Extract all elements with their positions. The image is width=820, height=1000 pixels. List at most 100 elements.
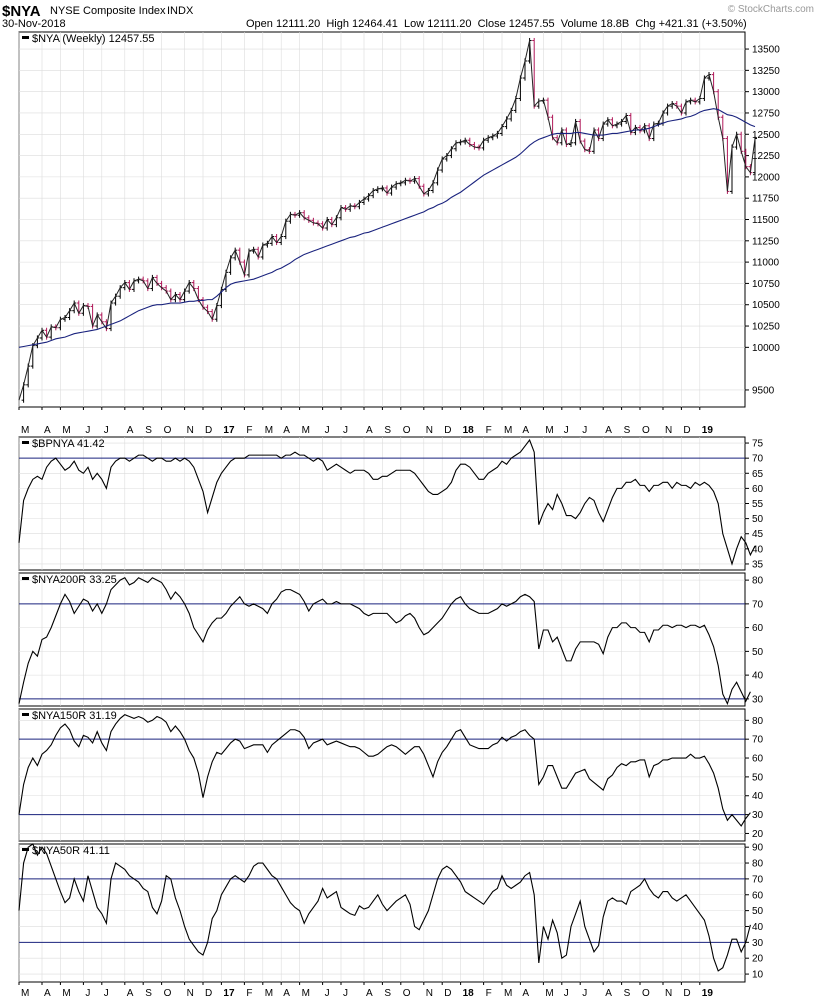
x-tick-label: M xyxy=(302,425,310,436)
breadth-line xyxy=(18,714,751,827)
x-tick-label: J xyxy=(325,988,330,999)
x-tick-label: 18 xyxy=(463,988,475,999)
y-tick-label: 10500 xyxy=(752,300,780,311)
y-tick-label: 30 xyxy=(752,938,764,949)
x-tick-label: D xyxy=(205,988,212,999)
y-tick-label: 60 xyxy=(752,890,764,901)
x-axis-1: M A M J J A S O N D 17 F M A M J J A S O N D 18 F M A M J J A S O N D 19 xyxy=(18,982,713,999)
y-tick-label: 70 xyxy=(752,874,764,885)
y-tick-label: 11750 xyxy=(752,194,780,205)
x-tick-label: M xyxy=(62,425,70,436)
x-tick-label: J xyxy=(104,988,109,999)
x-tick-label: 17 xyxy=(223,425,235,436)
panel-0: 9500 10000 10250 10500 10750 11000 11250 11500 1… xyxy=(18,31,780,408)
y-tick-label: 10750 xyxy=(752,279,780,290)
x-tick-label: J xyxy=(85,425,90,436)
x-tick-label: N xyxy=(665,425,672,436)
x-tick-label: J xyxy=(325,425,330,436)
panel-frame xyxy=(18,572,746,707)
y-tick-label: 50 xyxy=(752,647,764,658)
x-tick-label: M xyxy=(21,425,29,436)
y-tick-label: 13250 xyxy=(752,66,780,77)
y-tick-label: 60 xyxy=(752,623,764,634)
x-tick-label: D xyxy=(444,988,451,999)
panel-label: $NYA150R 31.19 xyxy=(32,710,117,722)
x-tick-label: A xyxy=(605,425,612,436)
exchange: INDX xyxy=(167,5,194,17)
x-tick-label: D xyxy=(683,988,690,999)
y-tick-label: 12000 xyxy=(752,172,780,183)
panel-label: $NYA (Weekly) 12457.55 xyxy=(32,33,155,45)
moving-average-line xyxy=(18,108,756,348)
panel-4: 10 20 30 40 50 60 70 80 90 $NYA50R 41.11 xyxy=(18,843,764,983)
x-tick-label: O xyxy=(642,425,650,436)
breadth-line xyxy=(18,438,756,566)
y-tick-label: 40 xyxy=(752,922,764,933)
x-tick-label: J xyxy=(582,425,587,436)
y-tick-label: 55 xyxy=(752,499,764,510)
y-tick-label: 50 xyxy=(752,772,764,783)
y-tick-label: 40 xyxy=(752,791,764,802)
x-tick-label: N xyxy=(426,988,433,999)
y-tick-label: 11500 xyxy=(752,215,780,226)
x-tick-label: D xyxy=(444,425,451,436)
y-tick-label: 75 xyxy=(752,439,764,450)
y-tick-label: 70 xyxy=(752,599,764,610)
y-tick-label: 90 xyxy=(752,843,764,854)
x-tick-label: M xyxy=(302,988,310,999)
x-tick-label: M xyxy=(504,988,512,999)
breadth-line xyxy=(18,843,751,972)
x-tick-label: J xyxy=(85,988,90,999)
symbol: $NYA xyxy=(2,3,41,20)
y-tick-label: 80 xyxy=(752,859,764,870)
chart-panels: 9500 10000 10250 10500 10750 11000 11250 11500 1… xyxy=(18,31,780,999)
x-tick-label: J xyxy=(564,988,569,999)
panel-1: 35 40 45 50 55 60 65 70 75 $BPNYA 41.42 xyxy=(18,436,764,571)
x-tick-label: A xyxy=(522,425,529,436)
panel-label-marker xyxy=(22,441,29,444)
x-tick-label: S xyxy=(624,425,631,436)
x-tick-label: J xyxy=(564,425,569,436)
y-tick-label: 65 xyxy=(752,469,764,480)
y-tick-label: 60 xyxy=(752,484,764,495)
x-tick-label: S xyxy=(384,425,391,436)
quote-summary: Open 12111.20 High 12464.41 Low 12111.20… xyxy=(246,18,747,30)
y-tick-label: 20 xyxy=(752,954,764,965)
y-tick-label: 12250 xyxy=(752,151,780,162)
y-tick-label: 80 xyxy=(752,576,764,587)
x-tick-label: A xyxy=(366,988,373,999)
x-tick-label: A xyxy=(127,425,134,436)
x-tick-label: S xyxy=(145,988,152,999)
y-tick-label: 10 xyxy=(752,970,764,981)
index-name: NYSE Composite Index xyxy=(50,5,166,17)
x-tick-label: O xyxy=(164,425,172,436)
panel-3: 20 30 40 50 60 70 80 $NYA150R 31.19 xyxy=(18,708,764,842)
y-tick-label: 60 xyxy=(752,754,764,765)
panel-label: $NYA200R 33.25 xyxy=(32,574,117,586)
brand-watermark: © StockCharts.com xyxy=(728,4,814,15)
y-tick-label: 11250 xyxy=(752,236,780,247)
y-tick-label: 30 xyxy=(752,810,764,821)
panel-label-marker xyxy=(22,713,29,716)
x-tick-label: J xyxy=(582,988,587,999)
panel-frame xyxy=(18,843,746,983)
y-tick-label: 45 xyxy=(752,529,764,540)
y-tick-label: 12500 xyxy=(752,130,780,141)
x-tick-label: O xyxy=(164,988,172,999)
x-tick-label: F xyxy=(486,988,492,999)
x-tick-label: M xyxy=(265,425,273,436)
y-tick-label: 11000 xyxy=(752,258,780,269)
y-tick-label: 10250 xyxy=(752,322,780,333)
x-tick-label: A xyxy=(283,425,290,436)
x-tick-label: N xyxy=(665,988,672,999)
x-tick-label: J xyxy=(343,988,348,999)
x-tick-label: A xyxy=(522,988,529,999)
y-tick-label: 50 xyxy=(752,906,764,917)
y-tick-label: 40 xyxy=(752,671,764,682)
y-tick-label: 13000 xyxy=(752,87,780,98)
x-tick-label: N xyxy=(187,988,194,999)
y-tick-label: 13500 xyxy=(752,45,780,56)
y-tick-label: 40 xyxy=(752,544,764,555)
x-tick-label: S xyxy=(384,988,391,999)
